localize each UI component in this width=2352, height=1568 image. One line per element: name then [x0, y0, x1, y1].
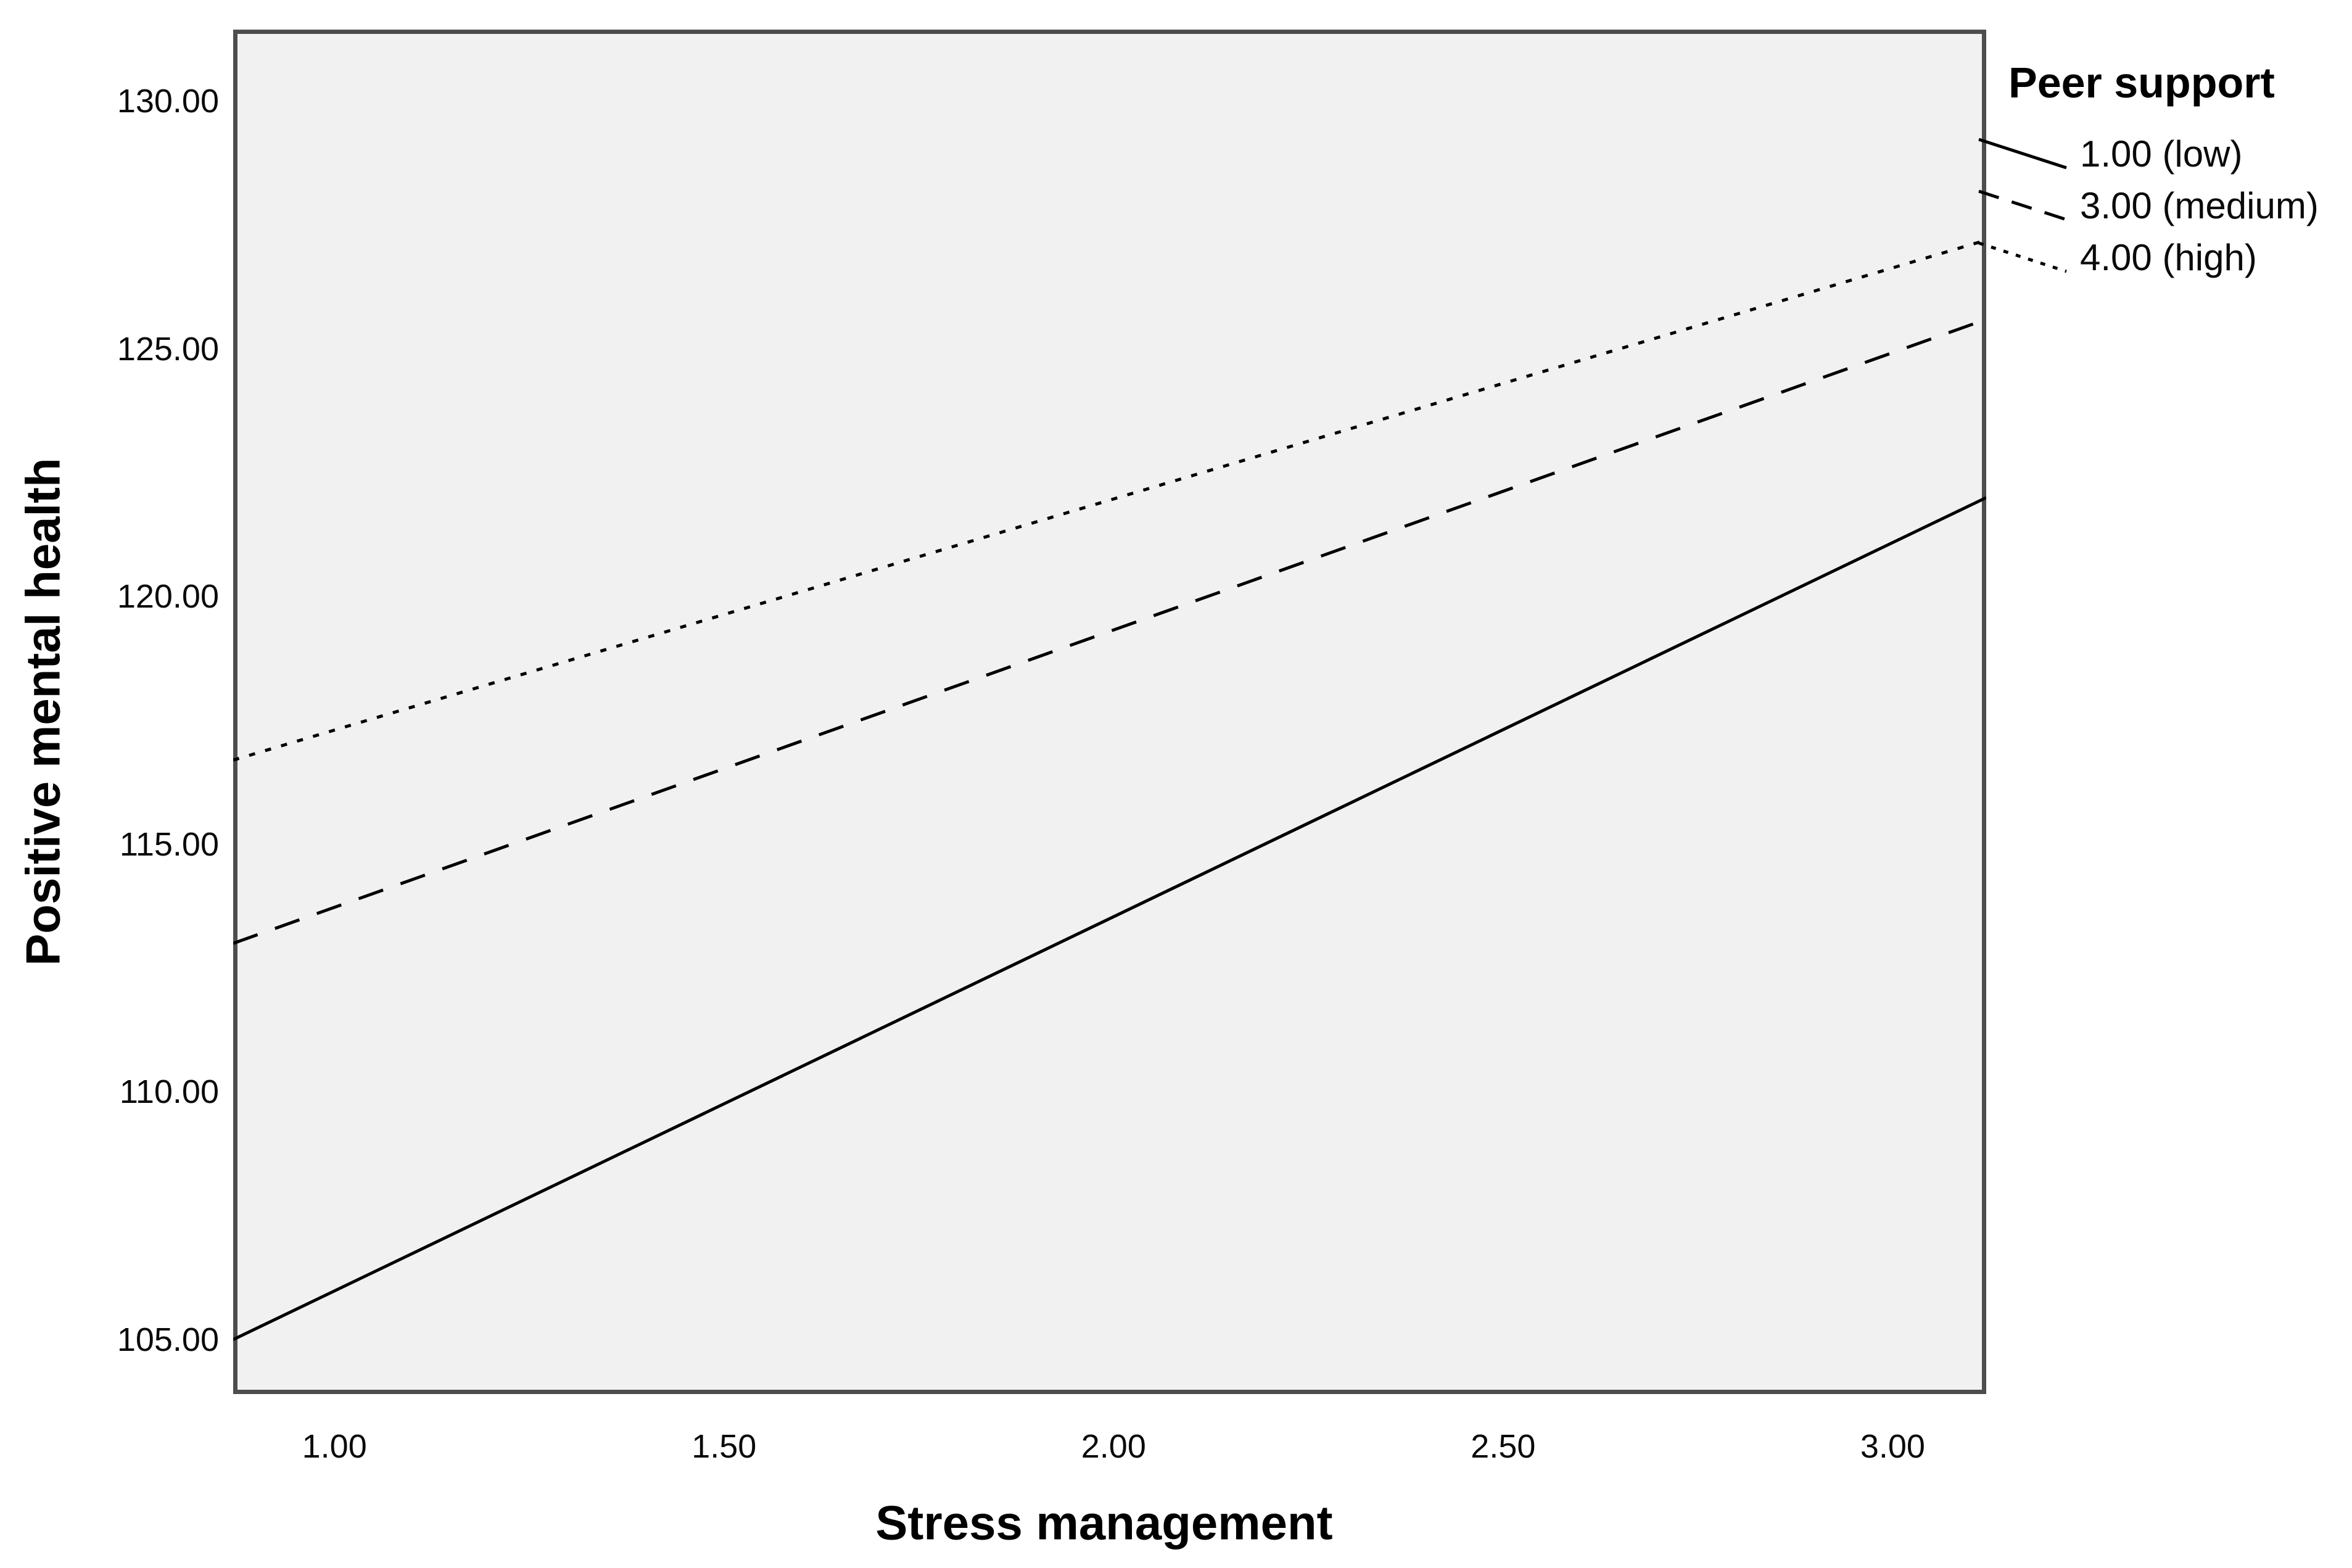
- legend-title: Peer support: [2008, 59, 2275, 107]
- legend-item-high: 4.00 (high): [1975, 237, 2257, 279]
- y-tick-label: 130.00: [117, 83, 219, 120]
- x-axis-title: Stress management: [875, 1495, 1333, 1550]
- legend-label-low: 1.00 (low): [2080, 133, 2243, 175]
- legend-label-medium: 3.00 (medium): [2080, 185, 2319, 226]
- legend-label-high: 4.00 (high): [2080, 237, 2257, 278]
- legend-item-medium: 3.00 (medium): [1975, 185, 2319, 227]
- dashed-line-swatch-icon: [1978, 189, 2067, 221]
- series-line-solid: [233, 496, 1986, 1341]
- x-tick-label: 1.50: [691, 1428, 757, 1465]
- x-tick-label: 3.00: [1860, 1428, 1925, 1465]
- plot-area: [233, 30, 1986, 1394]
- y-axis-title: Positive mental health: [15, 458, 70, 966]
- y-tick-label: 115.00: [119, 825, 219, 863]
- x-tick-label: 2.50: [1471, 1428, 1536, 1465]
- y-tick-label: 110.00: [119, 1073, 219, 1111]
- x-tick-label: 1.00: [302, 1428, 367, 1465]
- y-tick-label: 120.00: [117, 578, 219, 616]
- legend-item-low: 1.00 (low): [1975, 133, 2242, 175]
- plot-canvas: [233, 30, 1986, 1394]
- dotted-line-swatch-icon: [1978, 241, 2067, 273]
- y-tick-label: 105.00: [117, 1321, 219, 1358]
- solid-line-swatch-icon: [1978, 138, 2067, 170]
- y-tick-label: 125.00: [117, 330, 219, 368]
- x-tick-label: 2.00: [1081, 1428, 1146, 1465]
- series-line-dotted: [233, 238, 1986, 762]
